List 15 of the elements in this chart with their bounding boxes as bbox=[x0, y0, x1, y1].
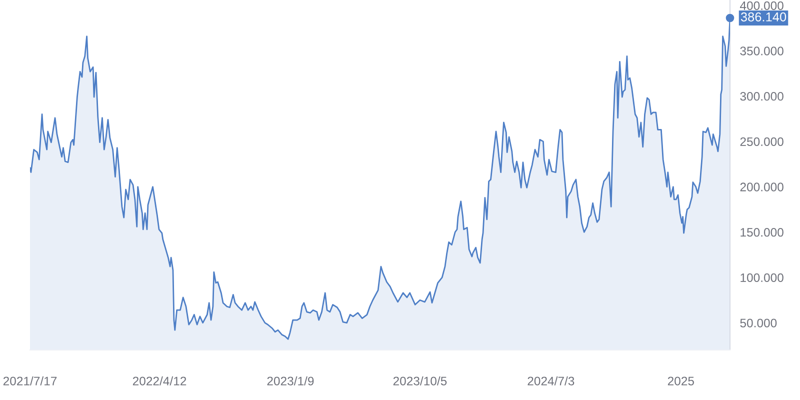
y-tick-label: 150.000 bbox=[740, 228, 784, 237]
annotation: 386.140 bbox=[740, 12, 786, 22]
y-tick-label: 50.000 bbox=[740, 318, 777, 328]
y-tick-label: 300.000 bbox=[740, 92, 784, 101]
x-tick-label: 2024/7/3 bbox=[528, 376, 574, 386]
x-tick-label: 2021/7/17 bbox=[3, 376, 57, 386]
y-tick-label: 200.000 bbox=[740, 182, 784, 192]
y-tick-label: 400.000 bbox=[740, 1, 784, 10]
x-tick-label: 2025 bbox=[668, 376, 694, 386]
x-tick-label: 2023/10/5 bbox=[393, 376, 447, 386]
y-tick-label: 250.000 bbox=[740, 137, 784, 146]
x-tick-label: 2023/1/9 bbox=[267, 376, 314, 386]
x-tick-label: 2022/4/12 bbox=[132, 376, 186, 386]
y-tick-label: 350.000 bbox=[740, 46, 784, 56]
y-tick-label: 100.000 bbox=[740, 273, 784, 282]
